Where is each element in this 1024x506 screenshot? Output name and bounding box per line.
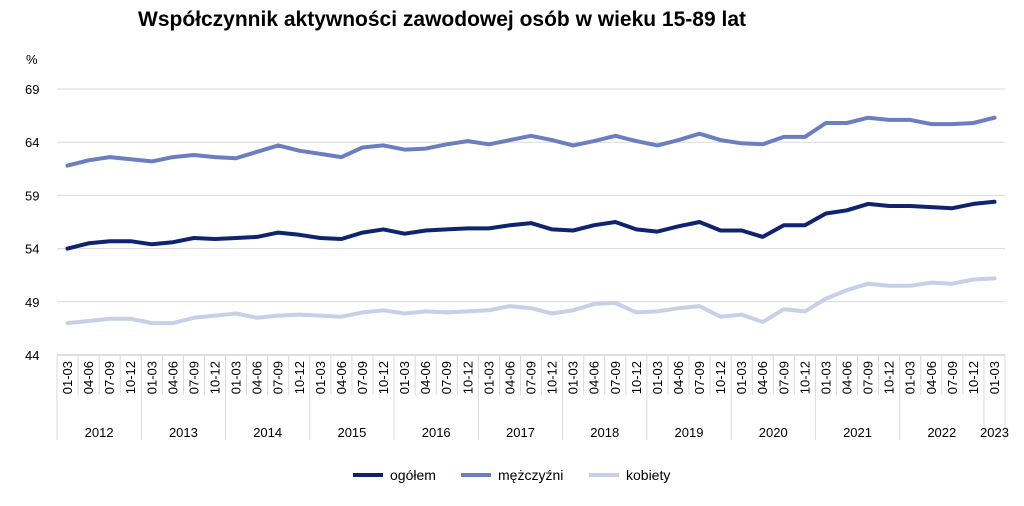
y-axis-ticks: 44 49 54 59 64 69 <box>25 82 39 363</box>
x-tick-label: 01-03 <box>229 361 244 394</box>
year-label: 2023 <box>980 425 1009 440</box>
series-line-mezczyzni <box>65 115 997 168</box>
x-tick-label: 04-06 <box>502 361 517 394</box>
x-axis: 01-03 04-06 07-09 10-12 01-03 04-06 07-09 10-12… <box>56 354 1009 440</box>
x-tick-label: 07-09 <box>945 361 960 394</box>
y-tick-label: 44 <box>25 348 39 363</box>
series-lines <box>65 115 997 326</box>
x-tick-label: 10-12 <box>882 361 897 394</box>
year-label: 2015 <box>337 425 366 440</box>
y-tick-label: 54 <box>25 242 39 257</box>
x-tick-label: 04-06 <box>81 361 96 394</box>
x-tick-label: 10-12 <box>545 361 560 394</box>
year-label: 2019 <box>675 425 704 440</box>
year-label: 2020 <box>759 425 788 440</box>
x-tick-label: 01-03 <box>566 361 581 394</box>
x-tick-label: 07-09 <box>271 361 286 394</box>
x-tick-label: 10-12 <box>629 361 644 394</box>
year-label: 2012 <box>85 425 114 440</box>
x-tick-label: 10-12 <box>797 361 812 394</box>
x-tick-label: 01-03 <box>481 361 496 394</box>
x-tick-label: 04-06 <box>418 361 433 394</box>
y-tick-label: 69 <box>25 82 39 97</box>
x-tick-label: 04-06 <box>840 361 855 394</box>
year-label: 2022 <box>927 425 956 440</box>
chart-title: Współczynnik aktywności zawodowej osób w… <box>138 8 746 31</box>
legend: ogółem mężczyźni kobiety <box>353 467 670 483</box>
x-tick-label: 07-09 <box>692 361 707 394</box>
x-tick-label: 04-06 <box>755 361 770 394</box>
y-tick-label: 49 <box>25 295 39 310</box>
x-tick-label: 10-12 <box>123 361 138 394</box>
x-tick-label: 01-03 <box>903 361 918 394</box>
x-tick-label: 01-03 <box>650 361 665 394</box>
x-tick-label: 10-12 <box>966 361 981 394</box>
year-label: 2014 <box>253 425 282 440</box>
x-tick-label: 04-06 <box>334 361 349 394</box>
x-tick-label: 10-12 <box>460 361 475 394</box>
y-tick-label: 59 <box>25 188 39 203</box>
legend-label: kobiety <box>626 467 670 483</box>
x-tick-label: 07-09 <box>776 361 791 394</box>
x-tick-label: 07-09 <box>524 361 539 394</box>
x-tick-label: 04-06 <box>250 361 265 394</box>
x-tick-label: 10-12 <box>713 361 728 394</box>
legend-label: ogółem <box>390 467 436 483</box>
x-tick-label: 04-06 <box>924 361 939 394</box>
x-tick-label: 07-09 <box>186 361 201 394</box>
y-tick-label: 64 <box>25 135 39 150</box>
x-tick-label: 07-09 <box>355 361 370 394</box>
year-label: 2013 <box>169 425 198 440</box>
x-tick-label: 07-09 <box>102 361 117 394</box>
x-tick-label: 01-03 <box>987 361 1002 394</box>
x-tick-label: 10-12 <box>376 361 391 394</box>
series-line-ogolem <box>65 199 997 251</box>
series-line-kobiety <box>65 276 997 326</box>
legend-label: mężczyźni <box>498 467 563 483</box>
x-tick-label: 01-03 <box>60 361 75 394</box>
year-label: 2017 <box>506 425 535 440</box>
x-tick-label: 04-06 <box>671 361 686 394</box>
x-tick-label: 07-09 <box>608 361 623 394</box>
x-tick-label: 01-03 <box>144 361 159 394</box>
year-label: 2018 <box>590 425 619 440</box>
x-tick-label: 04-06 <box>587 361 602 394</box>
year-label: 2021 <box>843 425 872 440</box>
x-tick-label: 07-09 <box>861 361 876 394</box>
x-tick-label: 01-03 <box>818 361 833 394</box>
y-axis-unit: % <box>26 52 38 67</box>
x-tick-label: 04-06 <box>165 361 180 394</box>
x-tick-label: 01-03 <box>313 361 328 394</box>
x-tick-label: 10-12 <box>208 361 223 394</box>
x-tick-label: 07-09 <box>439 361 454 394</box>
x-tick-label: 10-12 <box>292 361 307 394</box>
year-label: 2016 <box>422 425 451 440</box>
x-tick-label: 01-03 <box>397 361 412 394</box>
x-tick-label: 01-03 <box>734 361 749 394</box>
